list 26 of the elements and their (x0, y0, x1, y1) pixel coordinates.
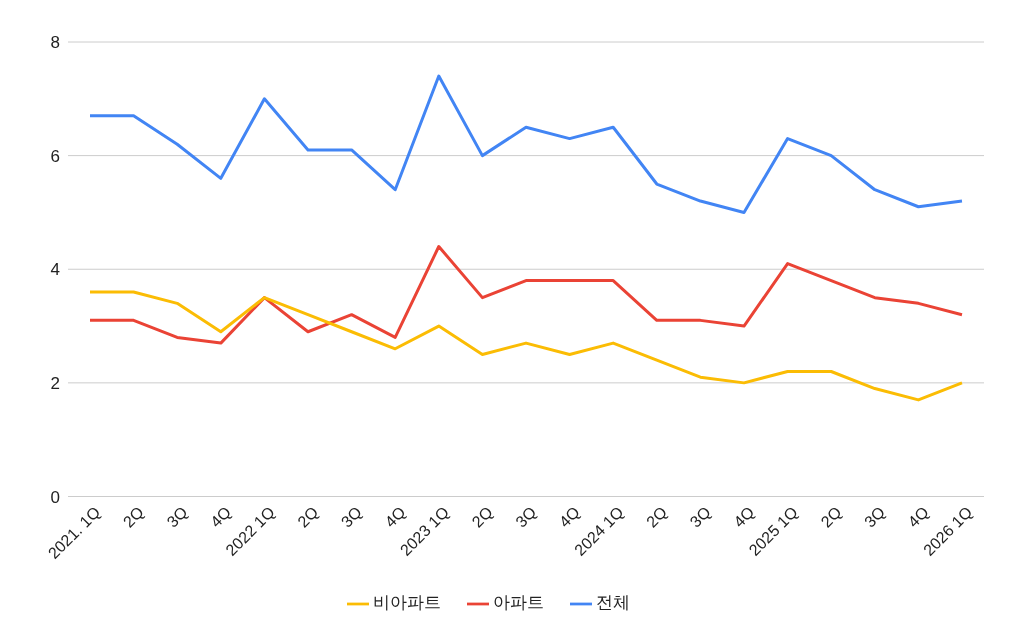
x-tick-label: 3Q (686, 503, 714, 531)
line-series (88, 290, 964, 402)
legend-label: 전체 (595, 593, 630, 613)
y-tick-label: 0 (50, 487, 60, 507)
y-tick-label: 4 (50, 260, 60, 280)
x-tick-label: 2Q (817, 503, 845, 531)
x-tick-label: 3Q (337, 503, 366, 531)
x-tick-label: 4Q (381, 503, 409, 531)
x-tick-label: 4Q (904, 503, 932, 531)
y-tick-label: 8 (50, 33, 60, 53)
x-tick-label: 2Q (643, 503, 671, 531)
x-tick-label: 4Q (555, 503, 584, 531)
x-tick-label: 2Q (468, 503, 496, 531)
line-series (88, 74, 964, 214)
x-tick-label: 3Q (512, 503, 540, 531)
x-tick-label: 3Q (163, 503, 191, 531)
x-tick-label: 4Q (730, 503, 758, 531)
x-tick-label: 2Q (119, 503, 148, 531)
x-tick-label: 3Q (861, 503, 889, 531)
x-tick-label: 4Q (207, 503, 235, 531)
y-tick-label: 6 (50, 146, 60, 166)
legend-label: 아파트 (492, 593, 544, 613)
y-tick-label: 2 (50, 373, 60, 393)
line-series (88, 245, 964, 345)
x-tick-label: 2Q (294, 503, 322, 531)
legend-label: 비아파트 (372, 593, 441, 613)
